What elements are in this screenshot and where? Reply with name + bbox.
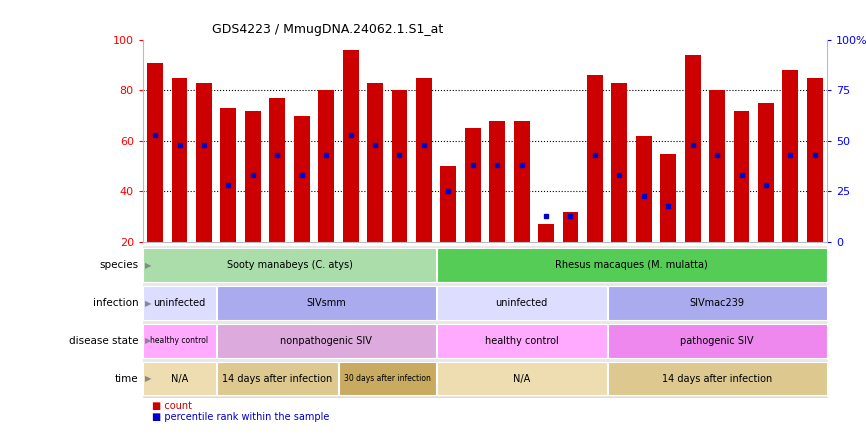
Bar [144,324,216,358]
Bar [436,248,826,282]
Bar [436,361,607,396]
Bar [339,361,436,396]
Text: 30 days after infection: 30 days after infection [344,374,430,383]
Text: time: time [115,373,139,384]
Bar [147,63,163,242]
Bar [758,103,774,242]
Bar [465,128,481,242]
Text: uninfected: uninfected [495,298,547,308]
Bar [436,286,607,320]
Text: ■ count: ■ count [152,400,191,411]
Bar [608,361,826,396]
Text: healthy control: healthy control [151,336,209,345]
Text: N/A: N/A [513,373,530,384]
Bar [514,121,529,242]
Bar [216,361,338,396]
Bar [144,286,216,320]
Text: ■ percentile rank within the sample: ■ percentile rank within the sample [152,412,329,422]
Text: GDS4223 / MmugDNA.24062.1.S1_at: GDS4223 / MmugDNA.24062.1.S1_at [212,23,443,36]
Bar [245,111,261,242]
Bar [343,50,359,242]
Text: disease state: disease state [69,336,139,346]
Bar [294,116,310,242]
Bar [783,70,798,242]
Bar [538,224,554,242]
Bar [196,83,212,242]
Text: species: species [100,260,139,270]
Text: ▶: ▶ [145,374,152,383]
Text: uninfected: uninfected [153,298,205,308]
Bar [636,136,652,242]
Bar [216,286,436,320]
Bar [171,78,187,242]
Bar [416,78,432,242]
Text: Rhesus macaques (M. mulatta): Rhesus macaques (M. mulatta) [555,260,708,270]
Bar [587,75,603,242]
Text: N/A: N/A [171,373,188,384]
Bar [391,91,407,242]
Bar [144,248,436,282]
Bar [734,111,749,242]
Bar [611,83,627,242]
Bar [807,78,823,242]
Bar [221,108,236,242]
Text: SIVmac239: SIVmac239 [689,298,745,308]
Text: nonpathogenic SIV: nonpathogenic SIV [281,336,372,346]
Bar [489,121,505,242]
Bar [563,212,578,242]
Bar [269,98,285,242]
Text: ▶: ▶ [145,336,152,345]
Text: SIVsmm: SIVsmm [307,298,346,308]
Bar [367,83,383,242]
Text: 14 days after infection: 14 days after infection [223,373,333,384]
Bar [660,154,676,242]
Text: Sooty manabeys (C. atys): Sooty manabeys (C. atys) [227,260,352,270]
Text: infection: infection [93,298,139,308]
Text: healthy control: healthy control [485,336,559,346]
Text: ▶: ▶ [145,261,152,270]
Bar [608,286,826,320]
Bar [318,91,334,242]
Bar [608,324,826,358]
Text: 14 days after infection: 14 days after infection [662,373,772,384]
Bar [144,361,216,396]
Bar [441,166,456,242]
Bar [709,91,725,242]
Bar [216,324,436,358]
Bar [436,324,607,358]
Text: ▶: ▶ [145,298,152,308]
Text: pathogenic SIV: pathogenic SIV [681,336,753,346]
Bar [685,55,701,242]
